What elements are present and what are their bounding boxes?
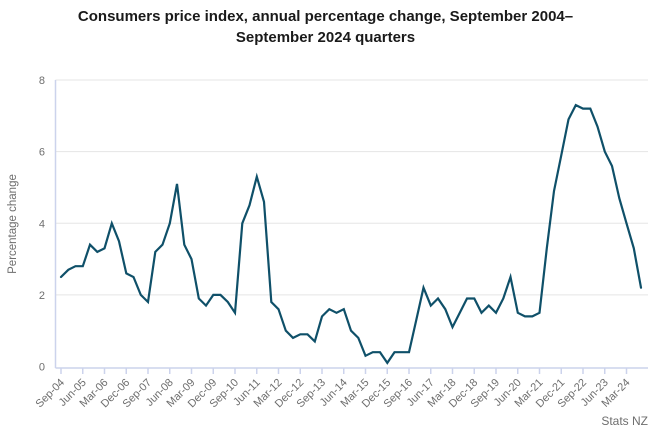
chart-title: Consumers price index, annual percentage… [77, 8, 574, 46]
y-axis-tick-label: 0 [39, 362, 45, 374]
y-axis-tick-label: 6 [39, 147, 45, 159]
y-axis-tick-label: 4 [39, 218, 45, 230]
y-axis-tick-label: 8 [39, 75, 45, 87]
source-attribution: Stats NZ [601, 414, 648, 428]
cpi-data-line [59, 103, 643, 365]
y-axis-tick-label: 2 [39, 290, 45, 302]
y-axis-title: Percentage change [7, 174, 19, 274]
